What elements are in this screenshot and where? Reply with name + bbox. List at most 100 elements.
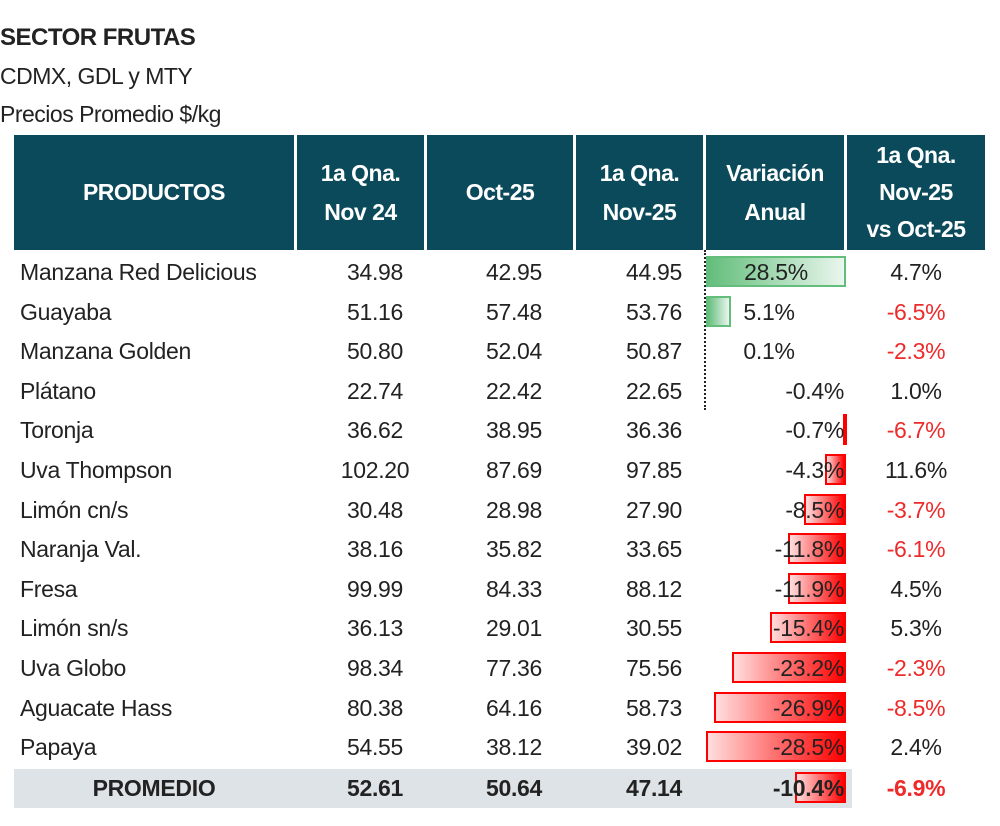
product-name: Limón sn/s	[20, 615, 129, 642]
header-oct25: Oct-25	[427, 135, 573, 250]
variacion-mensual-value: 2.4%	[890, 734, 942, 761]
variacion-mensual-value: -6.5%	[886, 298, 946, 325]
negative-data-bar	[794, 772, 846, 803]
variacion-mensual-value: -2.3%	[886, 655, 946, 681]
variacion-mensual-value: 4.5%	[890, 575, 942, 602]
table-subtitle-units: Precios Promedio $/kg	[0, 101, 221, 127]
variacion-anual-value: -0.4%	[785, 377, 844, 404]
variacion-mensual-value: -3.7%	[886, 496, 946, 523]
table-row: Manzana Golden 50.80 52.04 50.87 0.1% -2.3%	[14, 332, 986, 371]
price-oct25: 64.16	[485, 694, 543, 721]
price-oct25: 84.33	[485, 575, 543, 602]
databar-axis	[704, 250, 706, 410]
price-oct25: 22.42	[485, 377, 543, 404]
price-nov24: 36.13	[346, 615, 404, 642]
variacion-anual-value: -15.4%	[772, 615, 844, 642]
price-oct25: 29.01	[485, 615, 543, 642]
price-oct25: 35.82	[485, 536, 543, 563]
product-name: Toronja	[20, 417, 94, 444]
variacion-mensual-value: -6.9%	[886, 775, 946, 801]
price-nov25: 88.12	[625, 575, 683, 602]
price-oct25: 38.12	[485, 734, 543, 761]
table-row: Plátano 22.74 22.42 22.65 -0.4% 1.0%	[14, 372, 986, 411]
header-variacion-anual: Variación Anual	[706, 135, 844, 250]
header-productos-label: PRODUCTOS	[82, 179, 226, 205]
variacion-anual-value: -11.8%	[774, 536, 845, 563]
product-name: Uva Thompson	[20, 457, 172, 483]
negative-data-bar	[770, 612, 846, 644]
variacion-anual-value: -10.4%	[772, 775, 844, 801]
product-name: Fresa	[20, 575, 78, 602]
variacion-mensual-value: 1.0%	[890, 377, 942, 404]
price-nov24: 36.62	[346, 417, 404, 444]
price-nov24: 98.34	[346, 655, 404, 681]
price-nov25: 30.55	[625, 615, 683, 642]
price-oct25: 52.04	[485, 338, 543, 365]
price-nov25: 53.76	[625, 298, 683, 325]
header-variacion-anual-label: Variación Anual	[726, 159, 824, 225]
product-name: Manzana Golden	[20, 338, 191, 365]
table-row: Fresa 99.99 84.33 88.12 -11.9% 4.5%	[14, 570, 986, 609]
variacion-anual-value: -28.5%	[772, 734, 844, 761]
price-oct25: 38.95	[485, 417, 543, 444]
variacion-anual-value: -8.5%	[785, 496, 844, 523]
product-name: Uva Globo	[20, 655, 126, 681]
negative-data-bar	[732, 652, 846, 683]
variacion-mensual-value: 5.3%	[890, 615, 942, 642]
price-nov24: 80.38	[346, 694, 404, 721]
product-name: Plátano	[20, 377, 96, 404]
average-row: PROMEDIO 52.61 50.64 47.14 -10.4% -6.9%	[14, 769, 946, 808]
header-nov25-label: 1a Qna. Nov-25	[599, 159, 680, 225]
table-row: Manzana Red Delicious 34.98 42.95 44.95 28.5…	[14, 253, 986, 292]
table-row: Naranja Val. 38.16 35.82 33.65 -11.8% -6.1%	[14, 530, 986, 569]
price-nov24: 22.74	[346, 377, 404, 404]
variacion-anual-value: 5.1%	[743, 298, 795, 325]
price-nov25: 44.95	[625, 259, 683, 285]
header-variacion-mensual-label: 1a Qna. Nov-25 vs Oct-25	[866, 142, 966, 242]
variacion-mensual-value: -6.1%	[886, 536, 946, 563]
price-nov24: 38.16	[346, 536, 404, 563]
negative-data-bar	[706, 731, 846, 763]
negative-data-bar	[842, 414, 847, 446]
variacion-anual-value: 28.5%	[744, 259, 808, 285]
price-nov24: 34.98	[346, 259, 404, 285]
product-name: Aguacate Hass	[20, 694, 173, 721]
table-row: Aguacate Hass 80.38 64.16 58.73 -26.9% -8.5%	[14, 689, 986, 728]
variacion-anual-value: -4.3%	[785, 457, 844, 483]
variacion-mensual-value: 4.7%	[890, 259, 942, 285]
variacion-mensual-value: -8.5%	[886, 694, 946, 721]
price-nov24: 54.55	[346, 734, 404, 761]
price-nov24: 52.61	[346, 775, 404, 801]
variacion-anual-value: -23.2%	[772, 655, 844, 681]
header-nov25: 1a Qna. Nov-25	[576, 135, 703, 250]
price-nov25: 97.85	[625, 457, 683, 483]
price-oct25: 87.69	[485, 457, 543, 483]
product-name: PROMEDIO	[92, 775, 216, 801]
header-productos: PRODUCTOS	[14, 135, 294, 250]
product-name: Manzana Red Delicious	[20, 259, 257, 285]
price-nov25: 75.56	[625, 655, 683, 681]
table-row: Limón cn/s 30.48 28.98 27.90 -8.5% -3.7%	[14, 491, 986, 530]
price-nov24: 102.20	[340, 457, 410, 483]
header-oct25-label: Oct-25	[465, 179, 535, 205]
table-row: Guayaba 51.16 57.48 53.76 5.1% -6.5%	[14, 293, 986, 332]
table-title: SECTOR FRUTAS	[0, 24, 196, 51]
variacion-anual-value: 0.1%	[743, 338, 795, 365]
price-nov24: 99.99	[346, 575, 404, 602]
price-nov25: 47.14	[625, 775, 683, 801]
negative-data-bar	[804, 493, 846, 525]
variacion-anual-value: -11.9%	[774, 575, 845, 602]
negative-data-bar	[713, 691, 846, 723]
header-nov24: 1a Qna. Nov 24	[297, 135, 424, 250]
variacion-mensual-value: -2.3%	[886, 338, 946, 365]
price-nov24: 51.16	[346, 298, 404, 325]
price-nov25: 58.73	[625, 694, 683, 721]
variacion-mensual-value: 11.6%	[884, 457, 947, 483]
price-oct25: 28.98	[485, 496, 543, 523]
price-nov25: 27.90	[625, 496, 683, 523]
price-nov25: 39.02	[625, 734, 683, 761]
price-oct25: 42.95	[485, 259, 543, 285]
variacion-anual-value: -0.7%	[785, 417, 844, 444]
header-nov24-label: 1a Qna. Nov 24	[320, 159, 401, 225]
product-name: Papaya	[20, 734, 97, 761]
